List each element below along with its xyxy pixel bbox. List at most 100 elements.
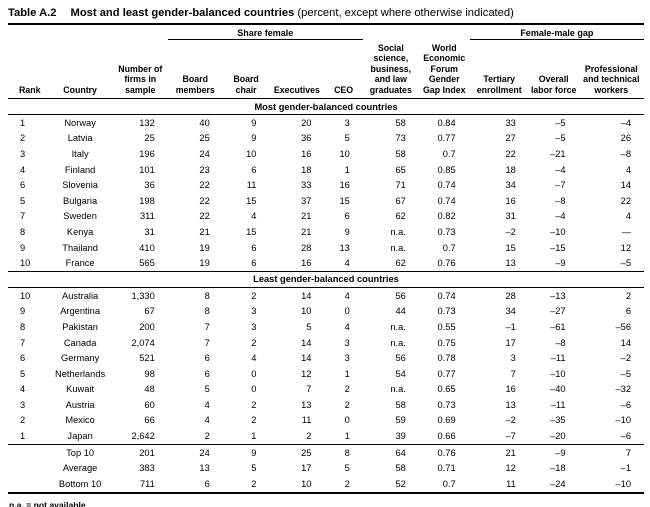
cell-executives: 13	[301, 399, 312, 410]
table-row: 9 Argentina 67 8 3 10 0 44 0.73 34 –27 6	[8, 304, 644, 320]
cell-wef-index: 0.77	[437, 368, 456, 379]
cell-tertiary: –1	[505, 321, 516, 332]
cell-firms: 565	[139, 258, 155, 269]
cell-board-chair: 2	[251, 399, 257, 410]
cell-ceo: 3	[344, 117, 350, 128]
cell-tertiary: 13	[505, 399, 516, 410]
cell-labor-force: –10	[550, 368, 566, 379]
cell-graduates: 65	[395, 164, 406, 175]
cell-country: Austria	[65, 399, 95, 410]
cell-board-chair: 11	[246, 180, 257, 191]
cell-country: Bottom 10	[47, 476, 113, 494]
cell-board-members: 4	[204, 415, 210, 426]
cell-country: Italy	[71, 148, 89, 159]
cell-prof-tech: 26	[620, 133, 631, 144]
cell-firms: 201	[112, 443, 168, 461]
group-share-female: Share female	[167, 25, 363, 40]
col-header-firms: Number of firms in sample	[112, 39, 168, 99]
cell-executives: 37	[301, 195, 312, 206]
cell-executives: 20	[301, 117, 312, 128]
cell-tertiary: 22	[505, 148, 516, 159]
col-header-executives: Executives	[269, 39, 325, 99]
cell-tertiary: 7	[510, 368, 516, 379]
cell-graduates: 62	[395, 211, 406, 222]
cell-executives: 7	[306, 384, 312, 395]
table-row: 1 Norway 132 40 9 20 3 58 0.84 33 –5 –4	[8, 115, 644, 131]
cell-country: France	[65, 258, 95, 269]
cell-rank: 10	[20, 290, 31, 301]
cell-firms: 66	[144, 415, 155, 426]
cell-board-members: 24	[167, 443, 223, 461]
cell-executives: 17	[301, 463, 312, 474]
cell-board-members: 19	[199, 242, 210, 253]
cell-firms: 31	[144, 226, 155, 237]
col-header-graduates: Social science, business, and law gradua…	[362, 39, 419, 99]
cell-board-members: 23	[199, 164, 210, 175]
cell-executives: 12	[301, 368, 312, 379]
cell-board-chair: 2	[251, 415, 257, 426]
cell-wef-index: 0.74	[437, 290, 456, 301]
cell-tertiary: 33	[505, 117, 516, 128]
cell-firms: 60	[144, 399, 155, 410]
cell-ceo: 4	[344, 321, 350, 332]
cell-tertiary: –2	[505, 226, 516, 237]
cell-rank: 2	[20, 133, 26, 144]
cell-graduates: 64	[362, 443, 419, 461]
cell-country: Top 10	[47, 443, 113, 461]
cell-country: Mexico	[65, 415, 95, 426]
cell-ceo: 4	[344, 258, 350, 269]
cell-prof-tech: –6	[620, 399, 631, 410]
table-row: 6 Germany 521 6 4 14 3 56 0.78 3 –11 –2	[8, 350, 644, 366]
cell-board-chair: 9	[222, 443, 270, 461]
cell-prof-tech: 4	[625, 164, 631, 175]
cell-rank: 5	[20, 195, 26, 206]
cell-wef-index: 0.7	[442, 148, 456, 159]
cell-executives: 16	[301, 148, 312, 159]
cell-board-members: 8	[204, 306, 210, 317]
cell-rank: 6	[20, 353, 26, 364]
cell-country: Germany	[60, 353, 100, 364]
table-row: 9 Thailand 410 19 6 28 13 n.a. 0.7 15 –15 12	[8, 240, 644, 256]
cell-tertiary: 13	[505, 258, 516, 269]
cell-prof-tech: –4	[620, 117, 631, 128]
cell-graduates: 56	[395, 353, 406, 364]
cell-board-chair: 6	[251, 164, 257, 175]
cell-tertiary: 18	[505, 164, 516, 175]
cell-board-chair: 4	[251, 353, 257, 364]
cell-ceo: 6	[344, 211, 350, 222]
cell-tertiary: 28	[505, 290, 516, 301]
cell-tertiary: 12	[505, 463, 516, 474]
cell-wef-index: 0.82	[437, 211, 456, 222]
cell-tertiary: 34	[505, 306, 516, 317]
cell-graduates: 73	[395, 133, 406, 144]
cell-board-members: 6	[204, 368, 210, 379]
cell-prof-tech: 6	[625, 306, 631, 317]
section-header: Most gender-balanced countries	[8, 98, 644, 115]
cell-labor-force: –4	[555, 211, 566, 222]
col-header-prof-tech: Professional and technical workers	[578, 39, 644, 99]
cell-graduates: 58	[395, 399, 406, 410]
cell-prof-tech: –6	[620, 431, 631, 442]
table-row: 2 Latvia 25 25 9 36 5 73 0.77 27 –5 26	[8, 131, 644, 147]
cell-board-members: 22	[199, 211, 210, 222]
cell-executives: 36	[301, 133, 312, 144]
cell-labor-force: –40	[550, 384, 566, 395]
cell-graduates: 62	[395, 258, 406, 269]
cell-board-members: 19	[199, 258, 210, 269]
cell-wef-index: 0.73	[437, 226, 456, 237]
cell-firms: 711	[112, 476, 168, 494]
cell-executives: 5	[306, 321, 312, 332]
cell-graduates: n.a.	[390, 384, 406, 395]
cell-tertiary: 11	[469, 476, 529, 494]
cell-ceo: 1	[344, 431, 350, 442]
table-row: 7 Sweden 311 22 4 21 6 62 0.82 31 –4 4	[8, 209, 644, 225]
cell-rank: 7	[20, 211, 26, 222]
cell-prof-tech: –10	[615, 415, 631, 426]
cell-tertiary: 31	[505, 211, 516, 222]
table-row: 10 Australia 1,330 8 2 14 4 56 0.74 28 –13 2	[8, 287, 644, 303]
cell-board-members: 6	[167, 476, 223, 494]
cell-board-members: 13	[199, 463, 210, 474]
cell-graduates: 39	[395, 431, 406, 442]
cell-labor-force: –9	[555, 258, 566, 269]
